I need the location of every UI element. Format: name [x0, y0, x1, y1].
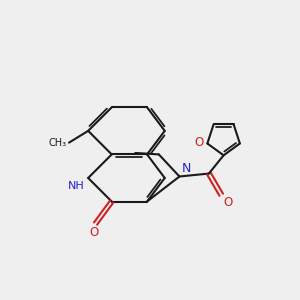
Text: N: N: [182, 162, 191, 175]
Text: CH₃: CH₃: [49, 138, 67, 148]
Text: O: O: [89, 226, 99, 239]
Text: NH: NH: [68, 181, 85, 191]
Text: O: O: [195, 136, 204, 148]
Text: O: O: [224, 196, 233, 209]
